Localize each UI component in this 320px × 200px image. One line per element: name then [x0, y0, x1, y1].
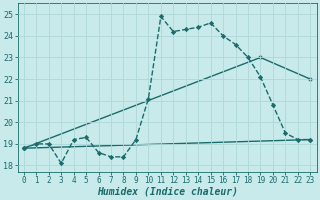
X-axis label: Humidex (Indice chaleur): Humidex (Indice chaleur): [97, 187, 237, 197]
